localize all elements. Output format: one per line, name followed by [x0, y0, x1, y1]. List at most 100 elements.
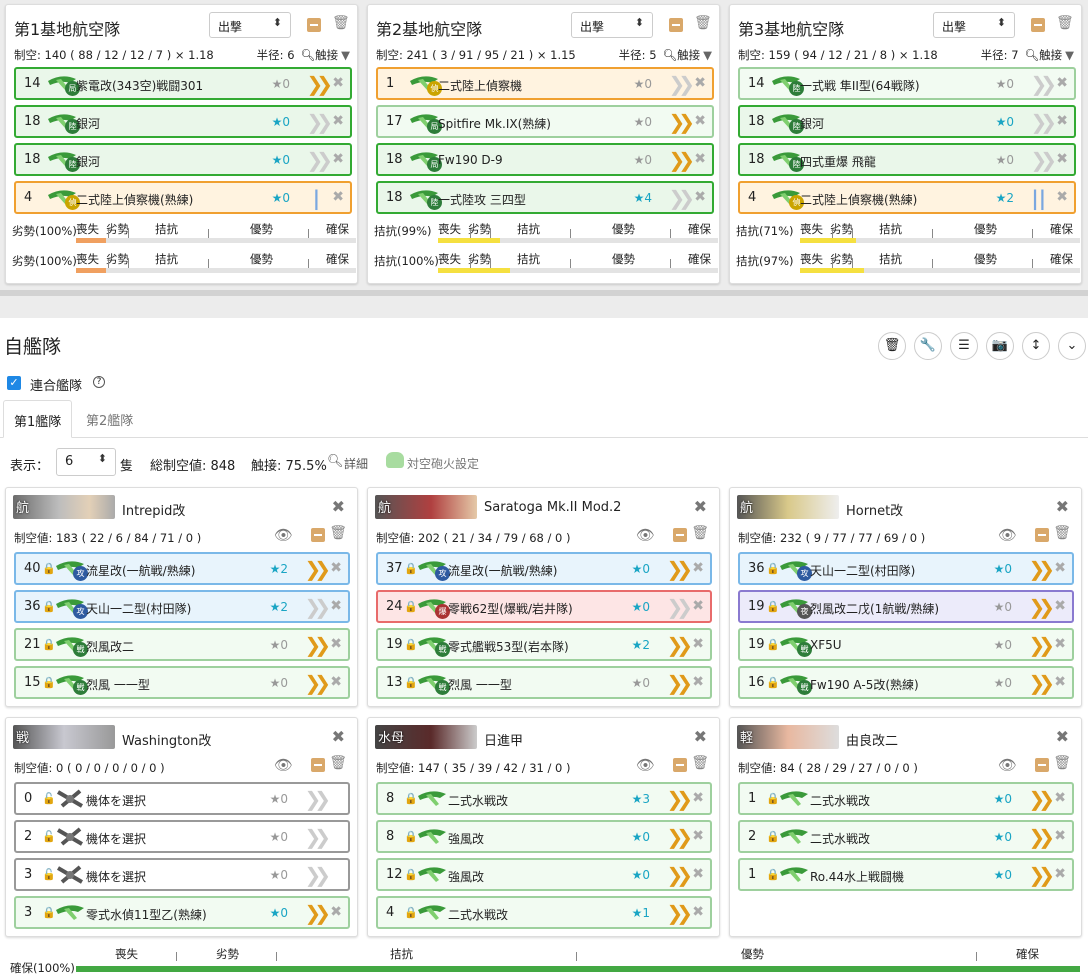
unlock-icon[interactable]: 🔓 [42, 868, 56, 881]
list-icon[interactable]: ☰ [950, 332, 978, 360]
slot-count[interactable]: 16 [748, 675, 765, 690]
slot-count[interactable]: 3 [24, 905, 33, 920]
minimize-icon[interactable] [1035, 758, 1049, 772]
lock-icon[interactable]: 🔒 [42, 562, 56, 575]
proficiency-chevron-icon[interactable]: ❯❯ [306, 72, 332, 96]
improvement-star[interactable]: ★2 [631, 638, 650, 652]
proficiency-chevron-icon[interactable]: ❯❯ [1030, 110, 1056, 134]
improvement-star[interactable]: ★0 [269, 638, 288, 652]
slot-count[interactable]: 19 [748, 637, 765, 652]
equipment-name[interactable]: 流星改(一航戦/熟練) [86, 564, 196, 578]
equipment-slot[interactable]: 36 🔒 攻天山一二型(村田隊) ★0 ❯❯ ✖ [738, 552, 1074, 585]
minimize-icon[interactable] [673, 528, 687, 542]
remove-icon[interactable]: ✖ [1056, 113, 1068, 129]
remove-icon[interactable]: ✖ [330, 598, 342, 614]
equipment-name[interactable]: 機体を選択 [86, 870, 147, 884]
remove-icon[interactable]: ✖ [1056, 189, 1068, 205]
lock-icon[interactable]: 🔒 [404, 868, 418, 881]
trash-icon[interactable]: 🗑 [691, 525, 709, 541]
trash-icon[interactable]: 🗑 [1053, 525, 1071, 541]
lock-icon[interactable]: 🔒 [766, 600, 780, 613]
minimize-icon[interactable] [673, 758, 687, 772]
proficiency-chevron-icon[interactable]: ❯❯ [666, 633, 692, 657]
slot-count[interactable]: 18 [386, 190, 403, 205]
remove-icon[interactable]: ✖ [692, 636, 704, 652]
proficiency-chevron-icon[interactable]: ❯❯ [304, 863, 330, 887]
sortie-mode-select[interactable]: 出撃 ⬍ [933, 12, 1015, 38]
proficiency-chevron-icon[interactable]: ❯❯ [1028, 557, 1054, 581]
ship-banner[interactable]: 戦 [13, 725, 115, 749]
proficiency-chevron-icon[interactable]: ❯❯ [668, 110, 694, 134]
proficiency-chevron-icon[interactable]: ❯❯ [1030, 148, 1056, 172]
improvement-star[interactable]: ★0 [631, 868, 650, 882]
slot-count[interactable]: 1 [386, 76, 395, 91]
proficiency-chevron-icon[interactable]: ❯❯ [304, 595, 330, 619]
equipment-name[interactable]: 零式艦戦53型(岩本隊) [448, 640, 569, 654]
proficiency-chevron-icon[interactable]: ❯❯ [668, 72, 694, 96]
slot-count[interactable]: 36 [24, 599, 41, 614]
close-icon[interactable]: ✖ [693, 727, 707, 746]
equipment-slot[interactable]: 16 🔒 戦 Fw190 A-5改(熟練) ★0 ❯❯ ✖ [738, 666, 1074, 699]
improvement-star[interactable]: ★4 [633, 191, 652, 205]
slot-count[interactable]: 4 [748, 190, 757, 205]
lock-icon[interactable]: 🔒 [404, 676, 418, 689]
slot-count[interactable]: 1 [748, 791, 757, 806]
equipment-slot[interactable]: 18 陸四式重爆 飛龍 ★0 ❯❯ ✖ [738, 143, 1076, 176]
equipment-name[interactable]: 二式水戦改 [448, 908, 509, 922]
close-icon[interactable]: ✖ [693, 497, 707, 516]
improvement-star[interactable]: ★0 [271, 153, 290, 167]
equipment-slot[interactable]: 14 陸一式戦 隼II型(64戦隊) ★0 ❯❯ ✖ [738, 67, 1076, 100]
detail-link[interactable]: 詳細 [344, 457, 369, 471]
camera-icon[interactable]: 📷 [986, 332, 1014, 360]
proficiency-chevron-icon[interactable]: ❯❯ [666, 787, 692, 811]
equipment-slot[interactable]: 18 局 Fw190 D-9 ★0 ❯❯ ✖ [376, 143, 714, 176]
improvement-star[interactable]: ★0 [993, 638, 1012, 652]
slot-count[interactable]: 14 [748, 76, 765, 91]
equipment-slot[interactable]: 4 🔒 二式水戦改 ★1 ❯❯ ✖ [376, 896, 712, 929]
improvement-star[interactable]: ★0 [993, 562, 1012, 576]
remove-icon[interactable]: ✖ [1056, 75, 1068, 91]
slot-count[interactable]: 14 [24, 76, 41, 91]
equipment-slot[interactable]: 19 🔒 夜烈風改二戊(1航戦/熟練) ★0 ❯❯ ✖ [738, 590, 1074, 623]
proficiency-chevron-icon[interactable]: || [1031, 186, 1046, 210]
proficiency-chevron-icon[interactable]: | [312, 186, 320, 210]
equipment-slot[interactable]: 1 偵二式陸上偵察機 ★0 ❯❯ ✖ [376, 67, 714, 100]
trash-icon[interactable]: 🗑 [878, 332, 906, 360]
equipment-name[interactable]: 二式水戦改 [810, 794, 871, 808]
slot-count[interactable]: 8 [386, 829, 395, 844]
equipment-slot[interactable]: 21 🔒 戦烈風改二 ★0 ❯❯ ✖ [14, 628, 350, 661]
remove-icon[interactable]: ✖ [694, 189, 706, 205]
caret-down-icon[interactable]: ▼ [703, 48, 712, 62]
improvement-star[interactable]: ★0 [993, 830, 1012, 844]
improvement-star[interactable]: ★0 [995, 77, 1014, 91]
lock-icon[interactable]: 🔒 [766, 676, 780, 689]
close-icon[interactable]: ✖ [331, 727, 345, 746]
proficiency-chevron-icon[interactable]: ❯❯ [1030, 72, 1056, 96]
equipment-name[interactable]: 二式水戦改 [810, 832, 871, 846]
improvement-star[interactable]: ★0 [631, 562, 650, 576]
minimize-icon[interactable] [1031, 18, 1045, 32]
trash-icon[interactable]: 🗑 [691, 755, 709, 771]
proficiency-chevron-icon[interactable]: ❯❯ [304, 671, 330, 695]
remove-icon[interactable]: ✖ [332, 189, 344, 205]
improvement-star[interactable]: ★0 [271, 191, 290, 205]
proficiency-chevron-icon[interactable]: ❯❯ [1028, 863, 1054, 887]
slot-count[interactable]: 13 [386, 675, 403, 690]
slot-count[interactable]: 18 [24, 152, 41, 167]
improvement-star[interactable]: ★0 [993, 600, 1012, 614]
equipment-slot[interactable]: 18 陸一式陸攻 三四型 ★4 ❯❯ ✖ [376, 181, 714, 214]
lock-icon[interactable]: 🔒 [766, 638, 780, 651]
equipment-slot[interactable]: 2 🔓 機体を選択 ★0 ❯❯ [14, 820, 350, 853]
trash-icon[interactable]: 🗑 [1056, 15, 1074, 31]
equipment-name[interactable]: 銀河 [76, 155, 101, 169]
slot-count[interactable]: 24 [386, 599, 403, 614]
tab-fleet-2[interactable]: 第2艦隊 [86, 414, 134, 429]
proficiency-chevron-icon[interactable]: ❯❯ [304, 825, 330, 849]
slot-count[interactable]: 2 [24, 829, 33, 844]
equipment-name[interactable]: 烈風 一一型 [448, 678, 512, 692]
equipment-name[interactable]: 強風改 [448, 870, 485, 884]
slot-count[interactable]: 1 [748, 867, 757, 882]
remove-icon[interactable]: ✖ [332, 151, 344, 167]
improvement-star[interactable]: ★0 [631, 600, 650, 614]
show-count-select[interactable]: 6 ⬍ [56, 448, 116, 476]
